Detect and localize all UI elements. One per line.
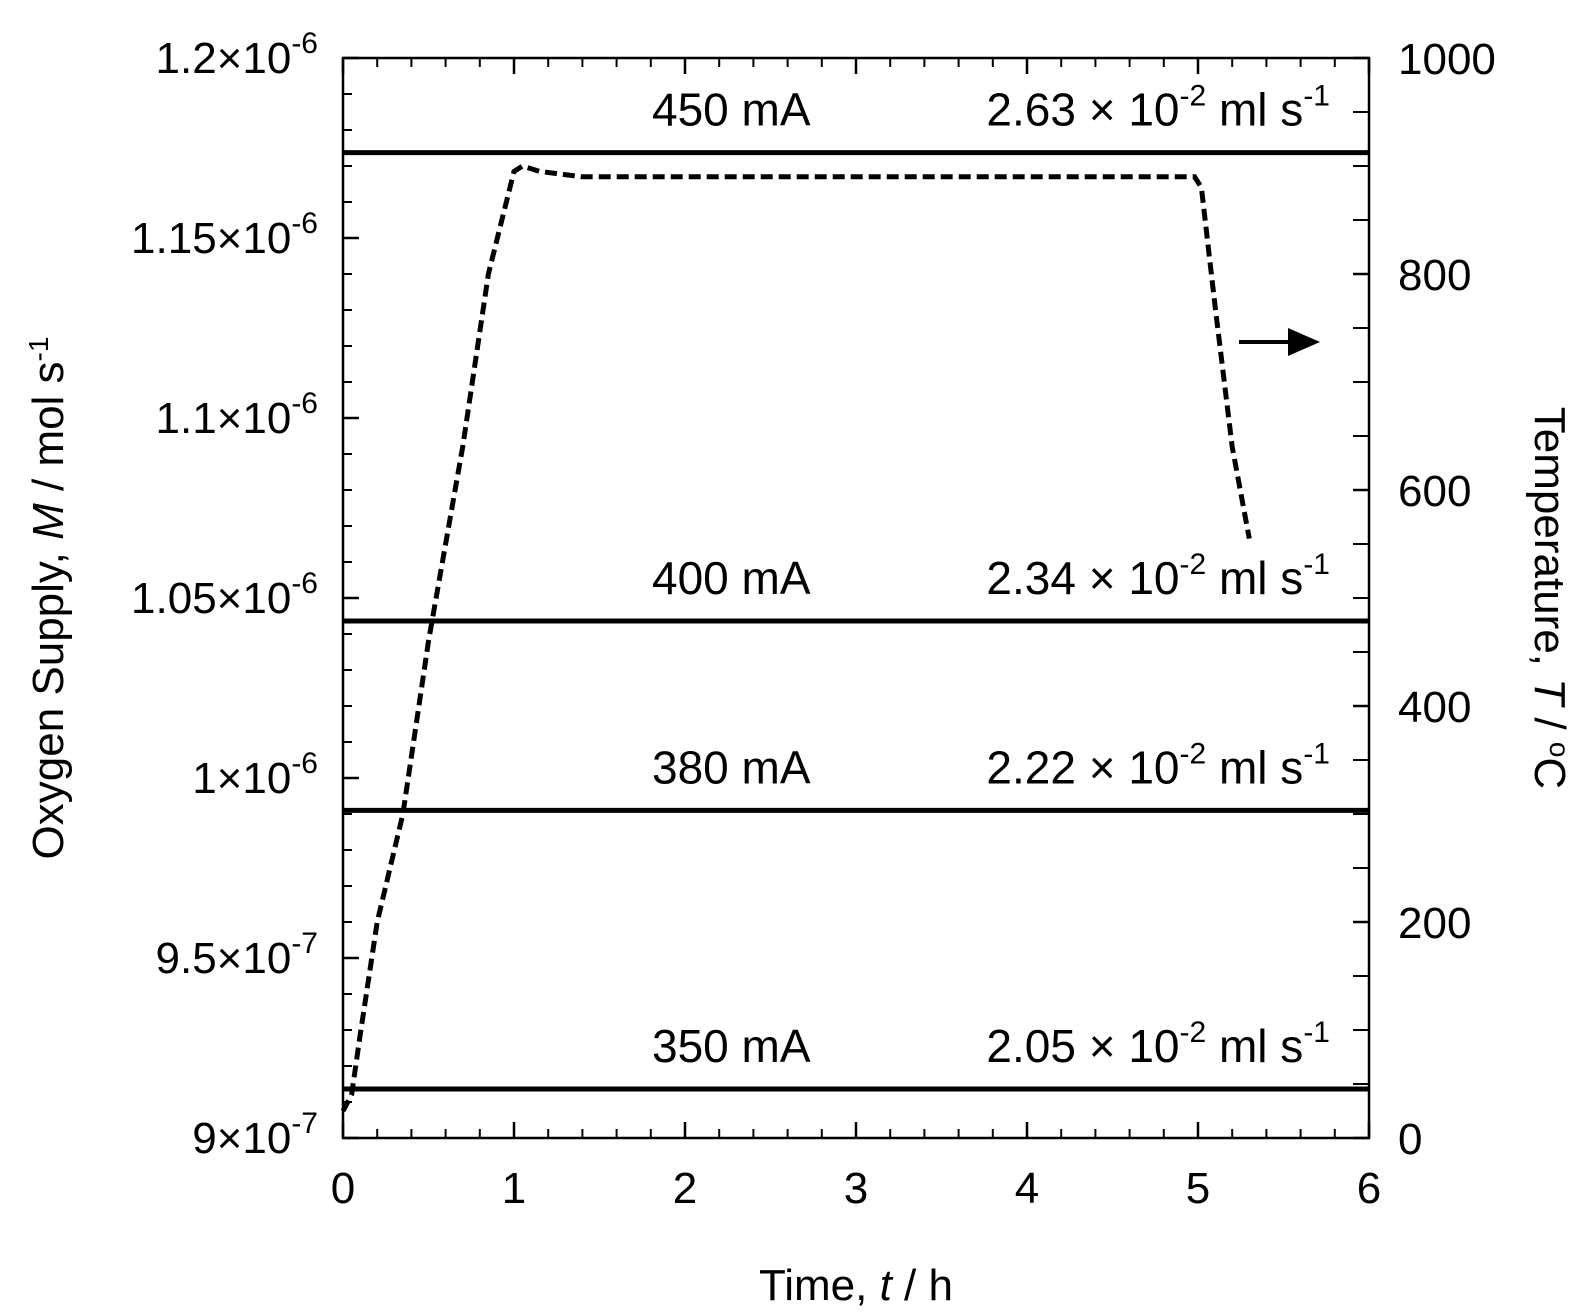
flow-unit: ml s bbox=[1206, 84, 1303, 136]
right-y-tick-label: 400 bbox=[1398, 683, 1471, 732]
flow-base: 10 bbox=[1128, 84, 1179, 136]
flow-rate-label: 2.63 × 10-2 ml s-1 bbox=[986, 80, 1330, 136]
flow-unit: ml s bbox=[1206, 741, 1303, 793]
flow-times: × bbox=[1089, 741, 1129, 793]
x-tick-label: 3 bbox=[844, 1164, 868, 1213]
flow-unit-exponent: -1 bbox=[1303, 80, 1330, 113]
flow-unit: ml s bbox=[1206, 1020, 1303, 1072]
major-ticks bbox=[341, 56, 1371, 1140]
left-y-tick-label: 1.15×10-6 bbox=[131, 207, 318, 263]
x-tick-label: 2 bbox=[673, 1164, 697, 1213]
x-tick-label: 1 bbox=[502, 1164, 526, 1213]
left-y-tick-label: 1.2×10-6 bbox=[156, 27, 319, 83]
x-tick-label: 6 bbox=[1357, 1164, 1381, 1213]
left-y-tick-label: 1.1×10-6 bbox=[156, 387, 319, 443]
flow-exponent: -2 bbox=[1180, 1016, 1207, 1049]
minor-ticks bbox=[343, 58, 1369, 1138]
right-axis-arrow bbox=[1239, 328, 1320, 356]
x-tick-label: 0 bbox=[331, 1164, 355, 1213]
flow-rate-label: 2.22 × 10-2 ml s-1 bbox=[986, 737, 1330, 793]
flow-exponent: -2 bbox=[1180, 548, 1207, 581]
flow-times: × bbox=[1089, 1020, 1129, 1072]
x-tick-label: 5 bbox=[1186, 1164, 1210, 1213]
right-y-tick-label: 0 bbox=[1398, 1115, 1422, 1164]
x-axis-title: Time, t / h bbox=[759, 1261, 953, 1310]
right-y-tick-label: 200 bbox=[1398, 899, 1471, 948]
left-y-tick-labels: 9×10-79.5×10-71×10-61.05×10-61.1×10-61.1… bbox=[131, 27, 318, 1163]
tick-mantissa: 1.15×10 bbox=[131, 214, 291, 263]
flow-base: 10 bbox=[1128, 552, 1179, 604]
flow-mantissa: 2.34 bbox=[986, 552, 1088, 604]
current-label: 400 mA bbox=[652, 552, 811, 604]
current-label: 380 mA bbox=[652, 741, 811, 793]
tick-mantissa: 9×10 bbox=[192, 1114, 291, 1163]
right-y-tick-label: 800 bbox=[1398, 251, 1471, 300]
left-y-tick-label: 9.5×10-7 bbox=[156, 927, 319, 983]
flow-exponent: -2 bbox=[1180, 80, 1207, 113]
flow-base: 10 bbox=[1128, 1020, 1179, 1072]
left-y-tick-label: 1.05×10-6 bbox=[131, 567, 318, 623]
flow-mantissa: 2.22 bbox=[986, 741, 1088, 793]
tick-exponent: -6 bbox=[291, 27, 318, 60]
tick-mantissa: 1.1×10 bbox=[156, 394, 292, 443]
right-y-tick-label: 600 bbox=[1398, 467, 1471, 516]
flow-times: × bbox=[1089, 84, 1129, 136]
right-y-tick-labels: 0 200 400 600 800 1000 bbox=[1398, 35, 1496, 1164]
tick-exponent: -7 bbox=[291, 927, 318, 960]
flow-unit-exponent: -1 bbox=[1303, 737, 1330, 770]
flow-base: 10 bbox=[1128, 741, 1179, 793]
tick-mantissa: 1×10 bbox=[192, 754, 291, 803]
left-y-tick-label: 9×10-7 bbox=[192, 1107, 318, 1163]
flow-mantissa: 2.63 bbox=[986, 84, 1088, 136]
tick-mantissa: 1.2×10 bbox=[156, 34, 292, 83]
flow-unit-exponent: -1 bbox=[1303, 1016, 1330, 1049]
flow-times: × bbox=[1089, 552, 1129, 604]
flow-rate-label: 2.05 × 10-2 ml s-1 bbox=[986, 1016, 1330, 1072]
right-y-axis-title: Temperature, T / oC bbox=[1525, 407, 1576, 789]
tick-exponent: -7 bbox=[291, 1107, 318, 1140]
tick-mantissa: 9.5×10 bbox=[156, 934, 292, 983]
current-label: 450 mA bbox=[652, 84, 811, 136]
left-y-tick-label: 1×10-6 bbox=[192, 747, 318, 803]
x-tick-label: 4 bbox=[1015, 1164, 1039, 1213]
tick-exponent: -6 bbox=[291, 567, 318, 600]
flow-mantissa: 2.05 bbox=[986, 1020, 1088, 1072]
tick-exponent: -6 bbox=[291, 387, 318, 420]
right-y-tick-label: 1000 bbox=[1398, 35, 1496, 84]
tick-mantissa: 1.05×10 bbox=[131, 574, 291, 623]
tick-exponent: -6 bbox=[291, 207, 318, 240]
series-layer bbox=[340, 150, 1369, 1113]
flow-exponent: -2 bbox=[1180, 737, 1207, 770]
temperature-dashed-line bbox=[340, 163, 1252, 1113]
current-label: 350 mA bbox=[652, 1020, 811, 1072]
tick-exponent: -6 bbox=[291, 747, 318, 780]
flow-unit-exponent: -1 bbox=[1303, 548, 1330, 581]
flow-unit: ml s bbox=[1206, 552, 1303, 604]
flow-rate-label: 2.34 × 10-2 ml s-1 bbox=[986, 548, 1330, 604]
left-y-axis-title: Oxygen Supply, M / mol s-1 bbox=[23, 337, 74, 860]
arrow-head bbox=[1288, 328, 1320, 356]
x-tick-labels: 0 1 2 3 4 5 6 bbox=[331, 1164, 1381, 1213]
